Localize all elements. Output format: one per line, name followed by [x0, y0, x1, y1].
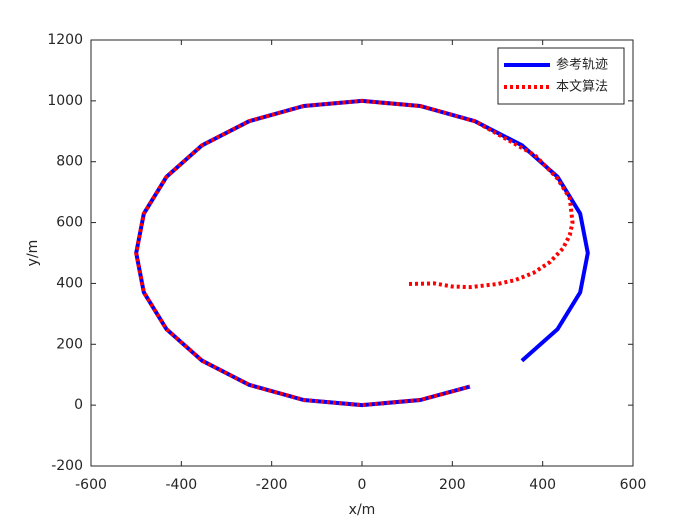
plot-area: [91, 40, 633, 466]
legend-label: 参考轨迹: [556, 57, 608, 73]
y-tick-label: 200: [56, 336, 83, 352]
x-tick-label: 400: [529, 477, 556, 493]
series-line: [134, 98, 575, 408]
y-tick-label: 400: [56, 275, 83, 291]
legend-label: 本文算法: [556, 80, 608, 95]
legend-box: [497, 47, 625, 105]
x-tick-label: 0: [358, 477, 367, 493]
y-tick-label: 800: [56, 154, 83, 170]
y-axis-label: y/m: [25, 240, 41, 267]
y-tick-label: 0: [74, 397, 83, 413]
y-tick-label: 600: [56, 215, 83, 231]
y-tick-label: 1000: [47, 93, 83, 109]
x-tick-label: 200: [439, 477, 466, 493]
y-tick-label: 1200: [47, 32, 83, 48]
x-tick-label: -200: [256, 477, 288, 493]
x-tick-label: 600: [620, 477, 647, 493]
x-axis-label: x/m: [349, 502, 376, 518]
x-tick-label: -400: [165, 477, 197, 493]
y-tick-label: -200: [51, 458, 83, 474]
axes-box: [90, 39, 634, 467]
x-tick-label: -600: [75, 477, 107, 493]
